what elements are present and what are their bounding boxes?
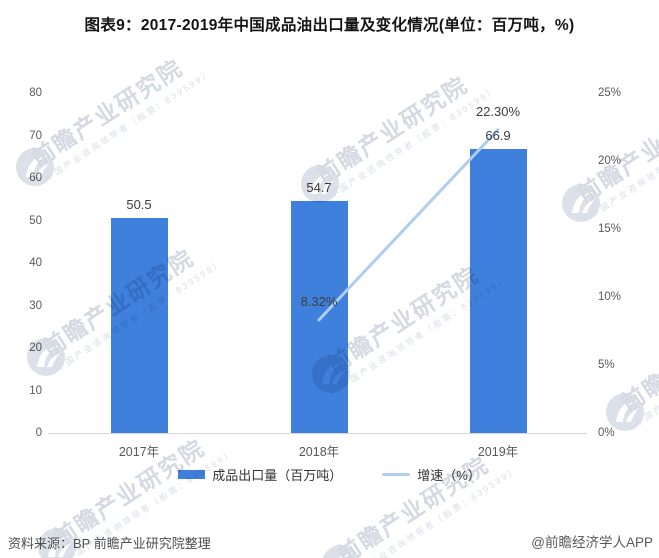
left-axis-tick-50: 50 <box>29 214 42 227</box>
legend-item-growth-rate: 增速（%） <box>382 465 481 484</box>
x-axis-line <box>48 433 587 434</box>
bar-value-label-2017年: 50.5 <box>126 197 152 213</box>
legend-item-export-volume: 成品出口量（百万吨） <box>178 465 342 484</box>
bar-2018年 <box>290 200 348 433</box>
bar-series-swatch <box>178 470 206 479</box>
credit-note: @前瞻经济学人APP <box>531 535 653 550</box>
source-note: 资料来源：BP 前瞻产业研究院整理 <box>8 536 211 551</box>
line-series-swatch <box>382 473 411 476</box>
right-axis-tick-5%: 5% <box>598 359 615 371</box>
line-value-label-2018年: 8.32% <box>300 293 338 309</box>
left-axis-tick-60: 60 <box>29 172 42 184</box>
right-axis-tick-10%: 10% <box>598 291 622 303</box>
left-axis-tick-20: 20 <box>29 342 42 354</box>
line-value-label-2019年: 22.30% <box>475 103 521 119</box>
right-axis-tick-15%: 15% <box>598 223 622 235</box>
bar-value-label-2019年: 66.9 <box>485 127 511 143</box>
right-axis-tick-20%: 20% <box>598 155 622 167</box>
legend-label-export-volume: 成品出口量（百万吨） <box>212 468 343 483</box>
left-axis-tick-80: 80 <box>29 87 42 99</box>
x-axis-label-2019年: 2019年 <box>477 445 519 459</box>
left-axis-tick-70: 70 <box>29 129 42 142</box>
chart-title: 图表9：2017-2019年中国成品油出口量及变化情况(单位：百万吨，%) <box>84 17 575 34</box>
left-axis-tick-40: 40 <box>29 257 42 269</box>
left-axis-tick-30: 30 <box>29 299 42 312</box>
x-axis-label-2017年: 2017年 <box>118 445 160 459</box>
legend-label-growth-rate: 增速（%） <box>417 468 481 483</box>
x-axis-label-2018年: 2018年 <box>298 445 340 459</box>
legend: 成品出口量（百万吨） 增速（%） <box>0 465 659 484</box>
bar-2019年 <box>469 148 527 433</box>
bar-value-label-2018年: 54.7 <box>306 179 332 195</box>
right-axis-tick-0%: 0% <box>598 427 615 439</box>
bar-2017年 <box>110 218 168 433</box>
left-axis-tick-10: 10 <box>29 384 42 397</box>
left-axis-tick-0: 0 <box>35 427 42 439</box>
right-axis-tick-25%: 25% <box>598 87 622 99</box>
